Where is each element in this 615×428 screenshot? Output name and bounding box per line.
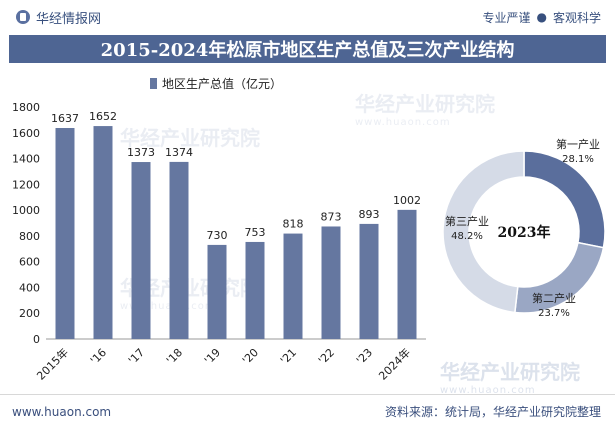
bar-3 <box>169 161 189 339</box>
bar-5 <box>245 241 265 339</box>
bar-1 <box>93 126 113 339</box>
donut-label-name-1: 第二产业 <box>532 291 576 305</box>
bar-6 <box>283 233 303 339</box>
y-tick-label-6: 1200 <box>12 178 40 191</box>
tagline: 专业严谨 ● 客观科学 <box>482 9 601 26</box>
bar-value-label-9: 1002 <box>393 194 421 207</box>
x-tick-label-0: 2015年 <box>34 345 71 382</box>
donut-label-name-2: 第三产业 <box>445 214 489 228</box>
y-tick-label-2: 400 <box>19 281 40 294</box>
bar-value-label-0: 1637 <box>51 112 79 125</box>
y-tick-label-4: 800 <box>19 230 40 243</box>
y-tick-label-5: 1000 <box>12 204 40 217</box>
donut-label-value-1: 23.7% <box>538 308 570 319</box>
x-tick-label-3: '18 <box>164 346 185 367</box>
bar-0 <box>55 128 75 339</box>
footer-website[interactable]: www.huaon.com <box>12 404 112 419</box>
x-tick-label-9: 2024年 <box>376 345 413 382</box>
footer: www.huaon.com 资料来源：统计局，华经产业研究院整理 <box>0 394 615 428</box>
x-tick-label-1: '16 <box>88 346 109 367</box>
bar-7 <box>321 226 341 339</box>
y-tick-label-3: 600 <box>19 256 40 269</box>
top-bar: 华经情报网 专业严谨 ● 客观科学 <box>0 0 615 34</box>
bar-9 <box>397 209 417 339</box>
donut-slice-2 <box>442 150 525 314</box>
y-tick-label-7: 1400 <box>12 153 40 166</box>
legend-label: 地区生产总值（亿元） <box>162 76 282 91</box>
y-tick-label-1: 200 <box>19 307 40 320</box>
legend-swatch <box>150 78 157 89</box>
x-tick-label-4: '19 <box>202 346 223 367</box>
donut-label-name-0: 第一产业 <box>556 137 600 151</box>
tagline-left: 专业严谨 <box>482 10 531 25</box>
bar-8 <box>359 223 379 339</box>
y-tick-label-9: 1800 <box>12 101 40 114</box>
x-tick-label-2: '17 <box>126 346 147 367</box>
bar-value-label-1: 1652 <box>89 110 117 123</box>
bar-value-label-2: 1373 <box>127 146 155 159</box>
bar-4 <box>207 244 227 339</box>
y-tick-label-8: 1600 <box>12 127 40 140</box>
bar-value-label-5: 753 <box>245 226 266 239</box>
bar-value-label-6: 818 <box>283 218 304 231</box>
brand-name: 华经情报网 <box>36 11 102 27</box>
footer-source: 资料来源：统计局，华经产业研究院整理 <box>384 405 601 419</box>
x-tick-label-7: '22 <box>316 346 337 367</box>
brand[interactable]: 华经情报网 <box>16 8 101 27</box>
x-tick-label-6: '21 <box>278 346 299 367</box>
donut-center-label: 2023年 <box>498 224 551 241</box>
x-tick-label-8: '23 <box>354 346 375 367</box>
bar-value-label-7: 873 <box>321 210 342 223</box>
bar-value-label-4: 730 <box>207 229 228 242</box>
bar-value-label-8: 893 <box>359 208 380 221</box>
tagline-right: 客观科学 <box>552 10 601 25</box>
bar-2 <box>131 162 151 339</box>
y-tick-label-0: 0 <box>33 333 40 346</box>
chart-title: 2015-2024年松原市地区生产总值及三次产业结构 <box>9 35 606 63</box>
tagline-separator: ● <box>536 10 547 24</box>
donut-label-value-0: 28.1% <box>562 154 594 165</box>
bar-value-label-3: 1374 <box>165 146 193 159</box>
brand-logo-icon <box>16 10 30 24</box>
donut-label-value-2: 48.2% <box>451 231 483 242</box>
x-tick-label-5: '20 <box>240 346 261 367</box>
